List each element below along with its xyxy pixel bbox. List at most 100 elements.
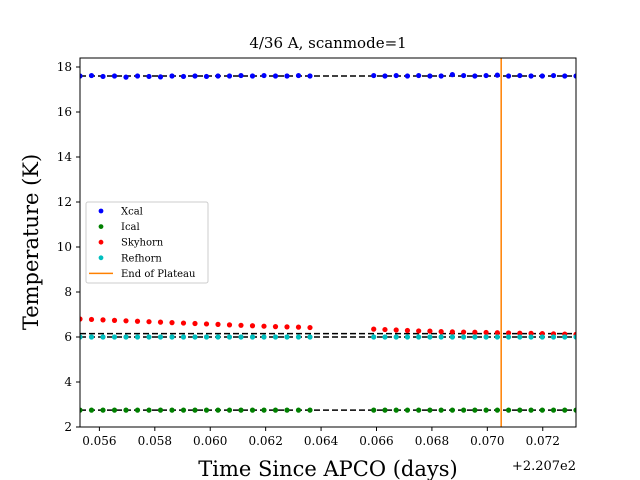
point-ical — [284, 407, 290, 413]
point-xcal — [261, 72, 267, 79]
point-skyhorn — [472, 329, 478, 335]
point-skyhorn — [307, 324, 313, 331]
point-skyhorn — [134, 318, 141, 324]
point-refhorn — [550, 334, 557, 340]
legend-box — [85, 201, 209, 284]
legend-label: Refhorn — [121, 253, 162, 264]
legend-marker — [98, 255, 104, 261]
point-skyhorn — [80, 316, 83, 322]
point-ical — [382, 407, 388, 413]
point-ical — [550, 407, 557, 413]
point-refhorn — [284, 334, 290, 340]
point-refhorn — [449, 334, 455, 340]
point-refhorn — [100, 334, 106, 340]
point-xcal — [427, 73, 433, 79]
point-skyhorn — [295, 324, 302, 330]
x-tick-label: 0.068 — [415, 434, 449, 448]
y-tick-label: 2 — [64, 420, 72, 434]
point-xcal — [404, 73, 411, 79]
point-ical — [226, 407, 233, 413]
point-ical — [371, 407, 377, 413]
point-ical — [472, 407, 478, 413]
point-ical — [494, 407, 500, 413]
x-tick-label: 0.062 — [248, 434, 282, 448]
point-ical — [449, 407, 455, 413]
point-refhorn — [517, 334, 523, 340]
point-xcal — [80, 73, 83, 79]
point-xcal — [505, 73, 512, 79]
point-ical — [539, 407, 545, 413]
point-skyhorn — [449, 329, 455, 335]
series-ical — [80, 407, 576, 413]
point-refhorn — [134, 334, 141, 340]
point-ical — [416, 407, 422, 413]
point-xcal — [438, 73, 444, 79]
point-xcal — [100, 73, 106, 80]
point-refhorn — [123, 334, 129, 340]
legend-marker — [98, 239, 104, 245]
point-skyhorn — [88, 316, 95, 323]
point-xcal — [550, 72, 557, 79]
point-xcal — [472, 73, 478, 79]
y-tick-label: 16 — [57, 105, 72, 119]
point-skyhorn — [157, 319, 164, 325]
point-refhorn — [528, 334, 534, 340]
point-refhorn — [382, 334, 388, 340]
point-skyhorn — [215, 321, 221, 327]
point-xcal — [307, 73, 313, 79]
point-skyhorn — [505, 330, 512, 336]
point-refhorn — [146, 334, 152, 340]
point-refhorn — [404, 334, 411, 340]
point-skyhorn — [238, 322, 244, 328]
point-skyhorn — [100, 317, 106, 323]
x-tick-label: 0.070 — [470, 434, 504, 448]
point-skyhorn — [427, 328, 433, 334]
point-refhorn — [573, 334, 576, 340]
y-tick-label: 8 — [64, 285, 72, 299]
x-tick-label: 0.058 — [138, 434, 172, 448]
point-skyhorn — [111, 317, 118, 323]
point-xcal — [494, 72, 500, 78]
point-skyhorn — [404, 327, 411, 334]
point-skyhorn — [249, 323, 256, 329]
plot-content — [80, 58, 576, 427]
point-xcal — [180, 73, 187, 80]
point-ical — [573, 407, 576, 413]
point-ical — [146, 407, 152, 413]
x-axis-label: Time Since APCO (days) — [198, 457, 457, 480]
point-refhorn — [427, 334, 433, 340]
point-ical — [505, 407, 512, 413]
point-skyhorn — [371, 326, 377, 332]
point-skyhorn — [483, 329, 489, 336]
point-ical — [215, 407, 221, 413]
point-xcal — [88, 72, 95, 79]
x-tick-label: 0.072 — [526, 434, 560, 448]
point-xcal — [272, 73, 279, 79]
point-refhorn — [272, 334, 279, 340]
point-xcal — [449, 72, 455, 78]
point-skyhorn — [146, 319, 152, 325]
point-ical — [404, 407, 411, 413]
point-ical — [203, 407, 210, 413]
x-axis-ticks: 0.056 0.058 0.060 0.062 0.064 0.066 0.068 0.070… — [82, 427, 560, 448]
point-refhorn — [261, 334, 267, 340]
point-ical — [249, 407, 256, 413]
point-ical — [180, 407, 187, 413]
point-skyhorn — [203, 321, 210, 327]
x-tick-label: 0.064 — [304, 434, 339, 448]
point-refhorn — [226, 334, 233, 340]
point-ical — [261, 407, 267, 413]
point-ical — [192, 407, 198, 413]
point-refhorn — [461, 334, 467, 340]
point-ical — [528, 407, 534, 413]
legend-entry-ical: Ical — [98, 222, 140, 233]
point-refhorn — [215, 334, 221, 340]
point-xcal — [169, 73, 175, 79]
point-skyhorn — [517, 330, 523, 336]
point-refhorn — [203, 334, 210, 340]
point-refhorn — [157, 334, 164, 340]
point-ical — [134, 407, 141, 413]
point-xcal — [192, 73, 198, 79]
legend-entry-end-of-plateau: End of Plateau — [89, 269, 196, 280]
point-refhorn — [249, 334, 256, 340]
